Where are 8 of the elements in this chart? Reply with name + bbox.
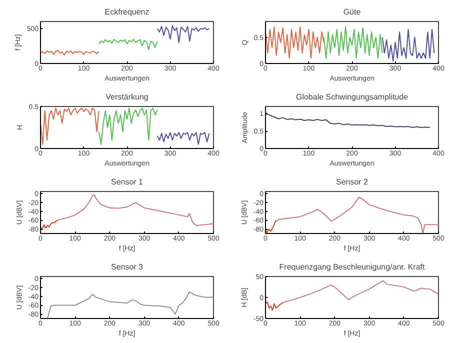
chart-title: Frequenzgang Beschleunigung/anr. Kraft [279,262,426,272]
chart-title: Sensor 2 [336,178,369,186]
chart-title: Sensor 1 [110,178,144,186]
chart-title: Sensor 3 [110,262,144,272]
chart-title: Eckfrequenz [104,8,150,16]
chart-title: Verstärkung [106,92,148,102]
chart-title: Globale Schwingungsamplitude [296,92,409,102]
chart-title: Güte [343,8,362,16]
